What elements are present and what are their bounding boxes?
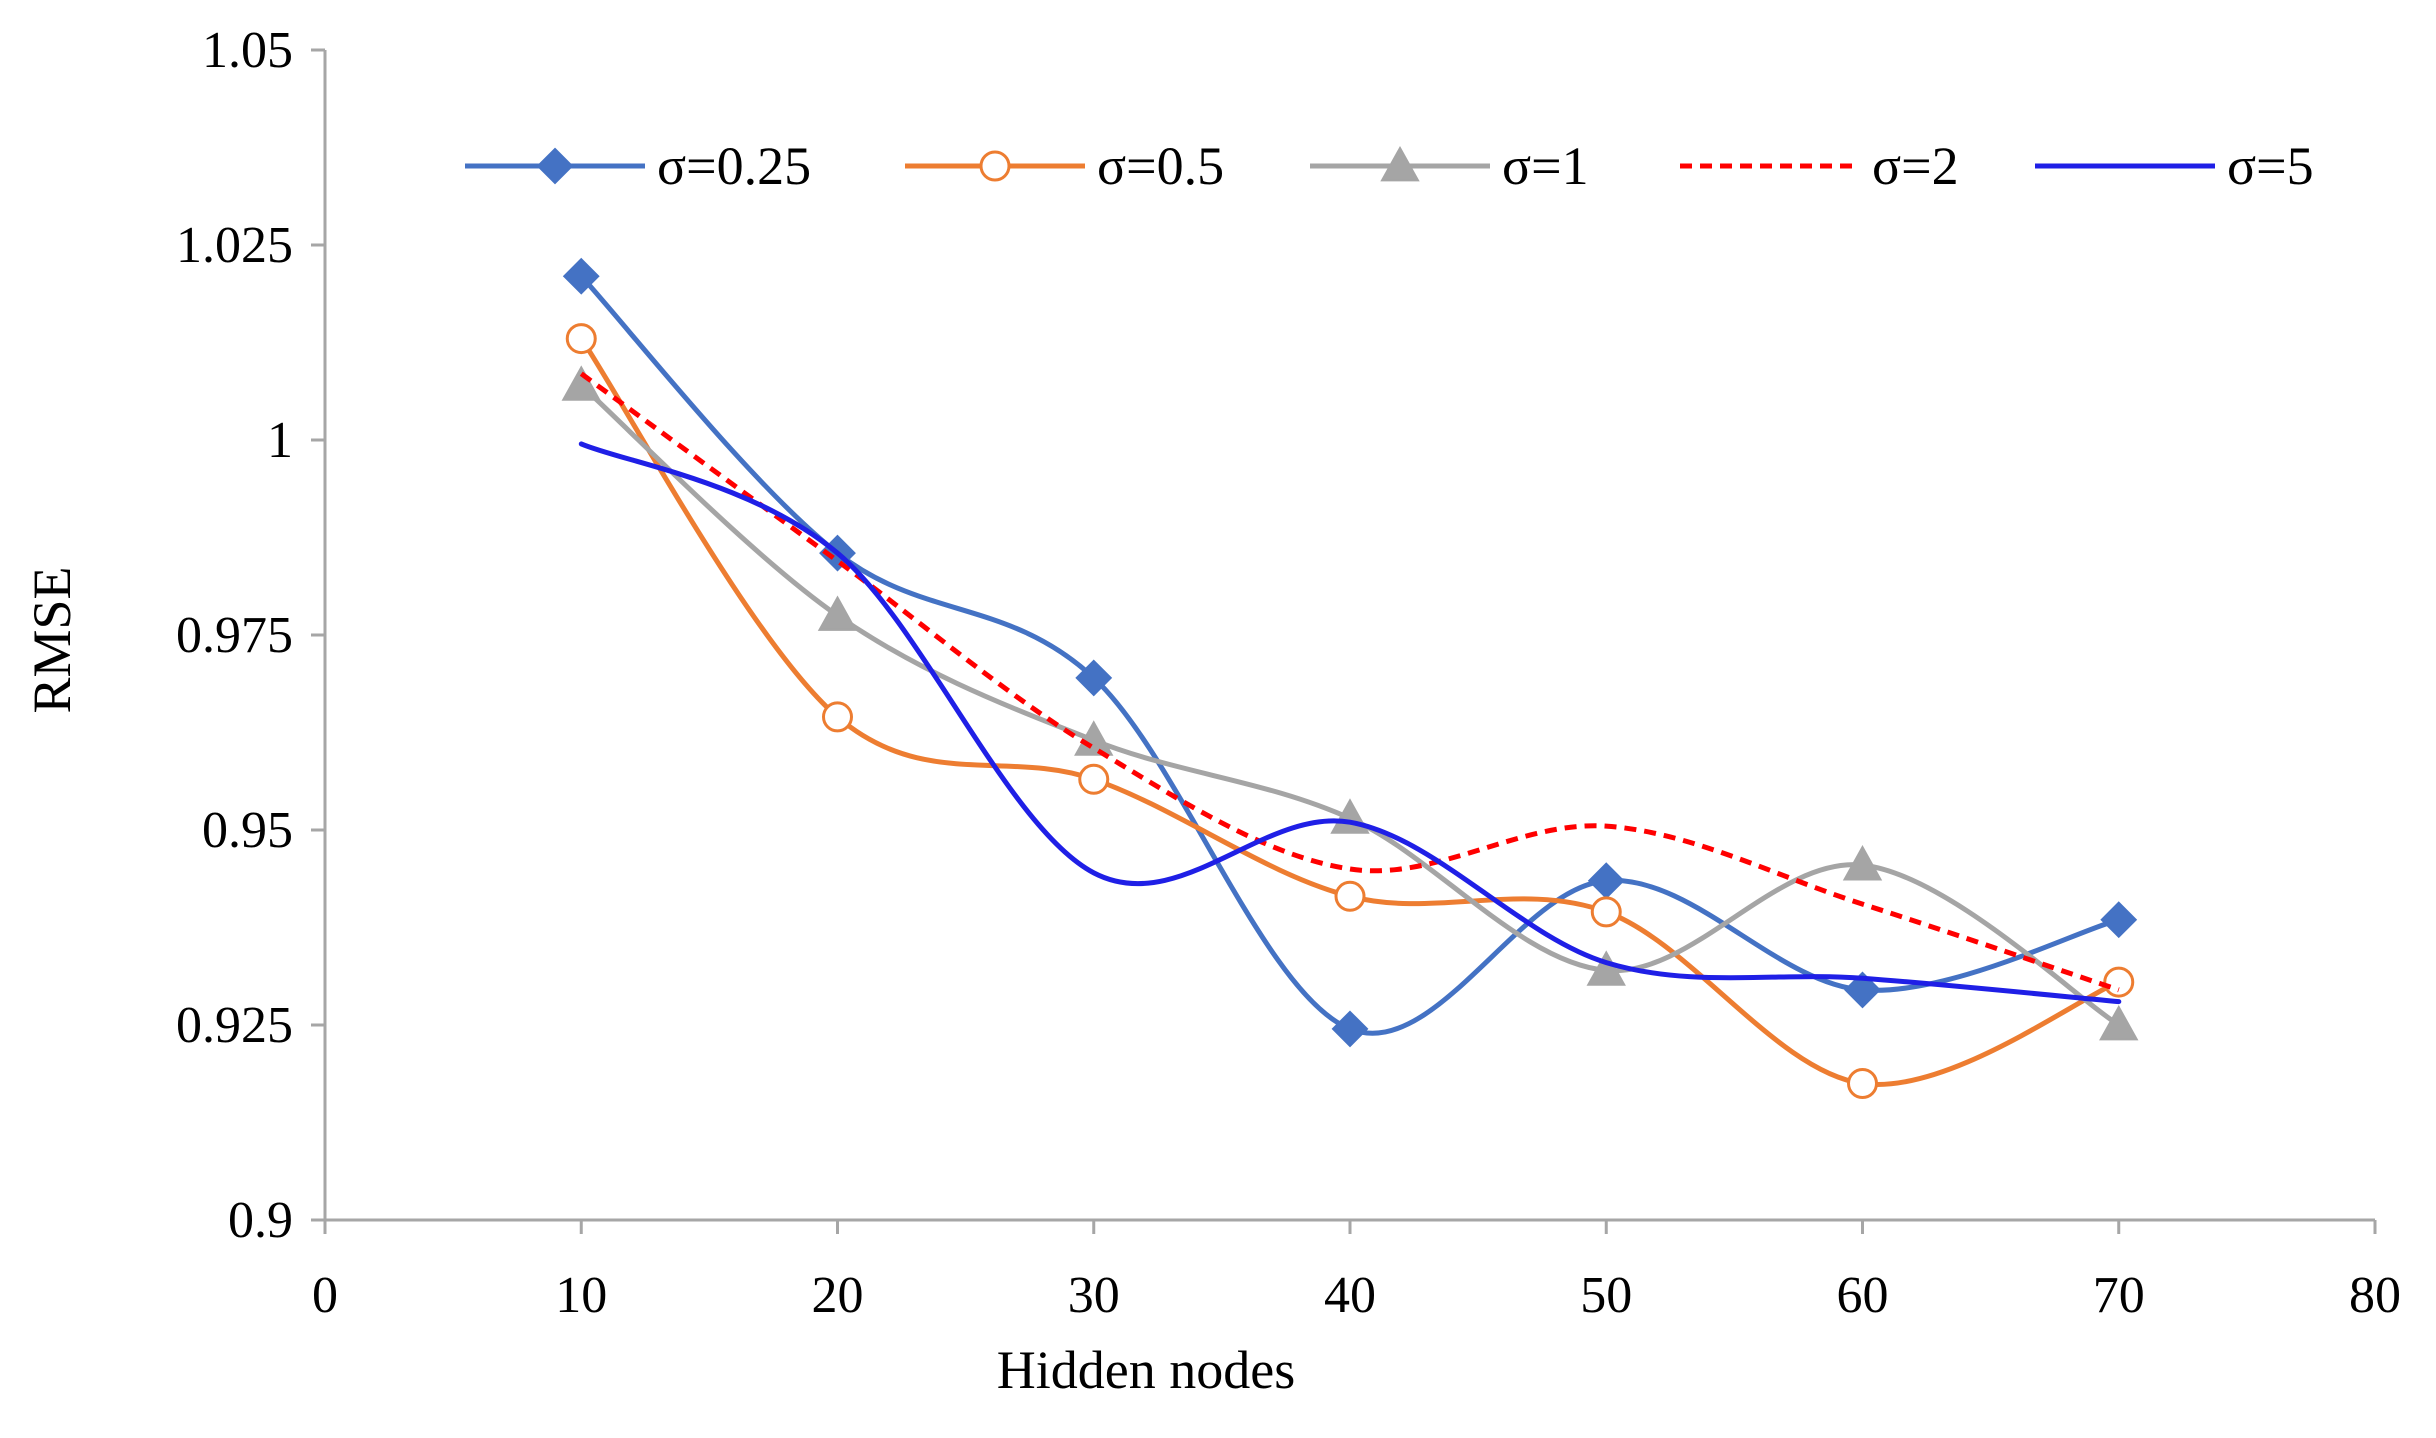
data-point: [2103, 966, 2135, 998]
legend-item: σ=1: [1310, 136, 1589, 196]
x-axis-title: Hidden nodes: [997, 1340, 1295, 1400]
y-axis-title: RMSE: [22, 566, 82, 713]
data-point: [1078, 763, 1110, 795]
data-point: [1844, 971, 1881, 1009]
legend-marker: [1380, 145, 1420, 182]
x-tick-label: 40: [1324, 1267, 1376, 1324]
series-line: [579, 371, 2120, 993]
x-tick-label: 10: [555, 1267, 607, 1324]
y-tick-label: 0.95: [202, 802, 293, 859]
legend-item: σ=5: [2035, 136, 2314, 196]
data-point: [1586, 950, 1626, 986]
x-tick-label: 0: [312, 1267, 338, 1324]
data-point: [1074, 720, 1114, 756]
legend-label: σ=2: [1872, 136, 1959, 196]
y-tick-label: 0.9: [228, 1192, 293, 1249]
series-layer: [561, 257, 2139, 1099]
x-tick-label: 60: [1837, 1267, 1889, 1324]
data-point: [561, 365, 601, 401]
y-tick-label: 1.05: [202, 22, 293, 79]
x-tick-label: 70: [2093, 1267, 2145, 1324]
data-point: [1075, 659, 1113, 697]
y-tick-label: 1: [267, 412, 293, 469]
data-point: [562, 257, 600, 295]
data-point: [1842, 845, 1883, 881]
x-tick-label: 20: [812, 1267, 864, 1324]
series-3: [561, 365, 2139, 1041]
series-2: [565, 323, 2135, 1099]
legend-marker: [979, 150, 1011, 182]
y-tick-label: 1.025: [176, 217, 293, 274]
axes: 0.9 0.925 0.95 0.975 1 1.025 1.05 0 10 20 30 40 50 60…: [176, 22, 2401, 1324]
y-tick-label: 0.975: [176, 607, 293, 664]
series-line: [578, 441, 2122, 1005]
data-point: [1847, 1068, 1878, 1099]
x-tick-label: 80: [2349, 1267, 2401, 1324]
x-tick-label: 30: [1068, 1267, 1120, 1324]
x-tick-label: 50: [1580, 1267, 1632, 1324]
legend-item: σ=0.5: [905, 136, 1224, 196]
legend: σ=0.25 σ=0.5 σ=1 σ=2 σ=5: [465, 136, 2314, 196]
data-point: [817, 595, 858, 631]
data-point: [565, 323, 597, 355]
series-5: [578, 441, 2122, 1005]
data-point: [822, 701, 853, 733]
data-point: [2100, 901, 2138, 939]
data-point: [1331, 1010, 1369, 1048]
legend-label: σ=0.5: [1097, 136, 1224, 196]
y-tick-label: 0.925: [176, 997, 293, 1054]
legend-item: σ=2: [1680, 136, 1959, 196]
legend-label: σ=1: [1502, 136, 1589, 196]
legend-item: σ=0.25: [465, 136, 811, 196]
legend-label: σ=5: [2227, 136, 2314, 196]
data-point: [2099, 1004, 2139, 1041]
data-point: [1590, 896, 1622, 928]
legend-label: σ=0.25: [657, 136, 811, 196]
series-4: [579, 371, 2120, 993]
legend-marker: [536, 147, 574, 185]
data-point: [1334, 880, 1366, 912]
